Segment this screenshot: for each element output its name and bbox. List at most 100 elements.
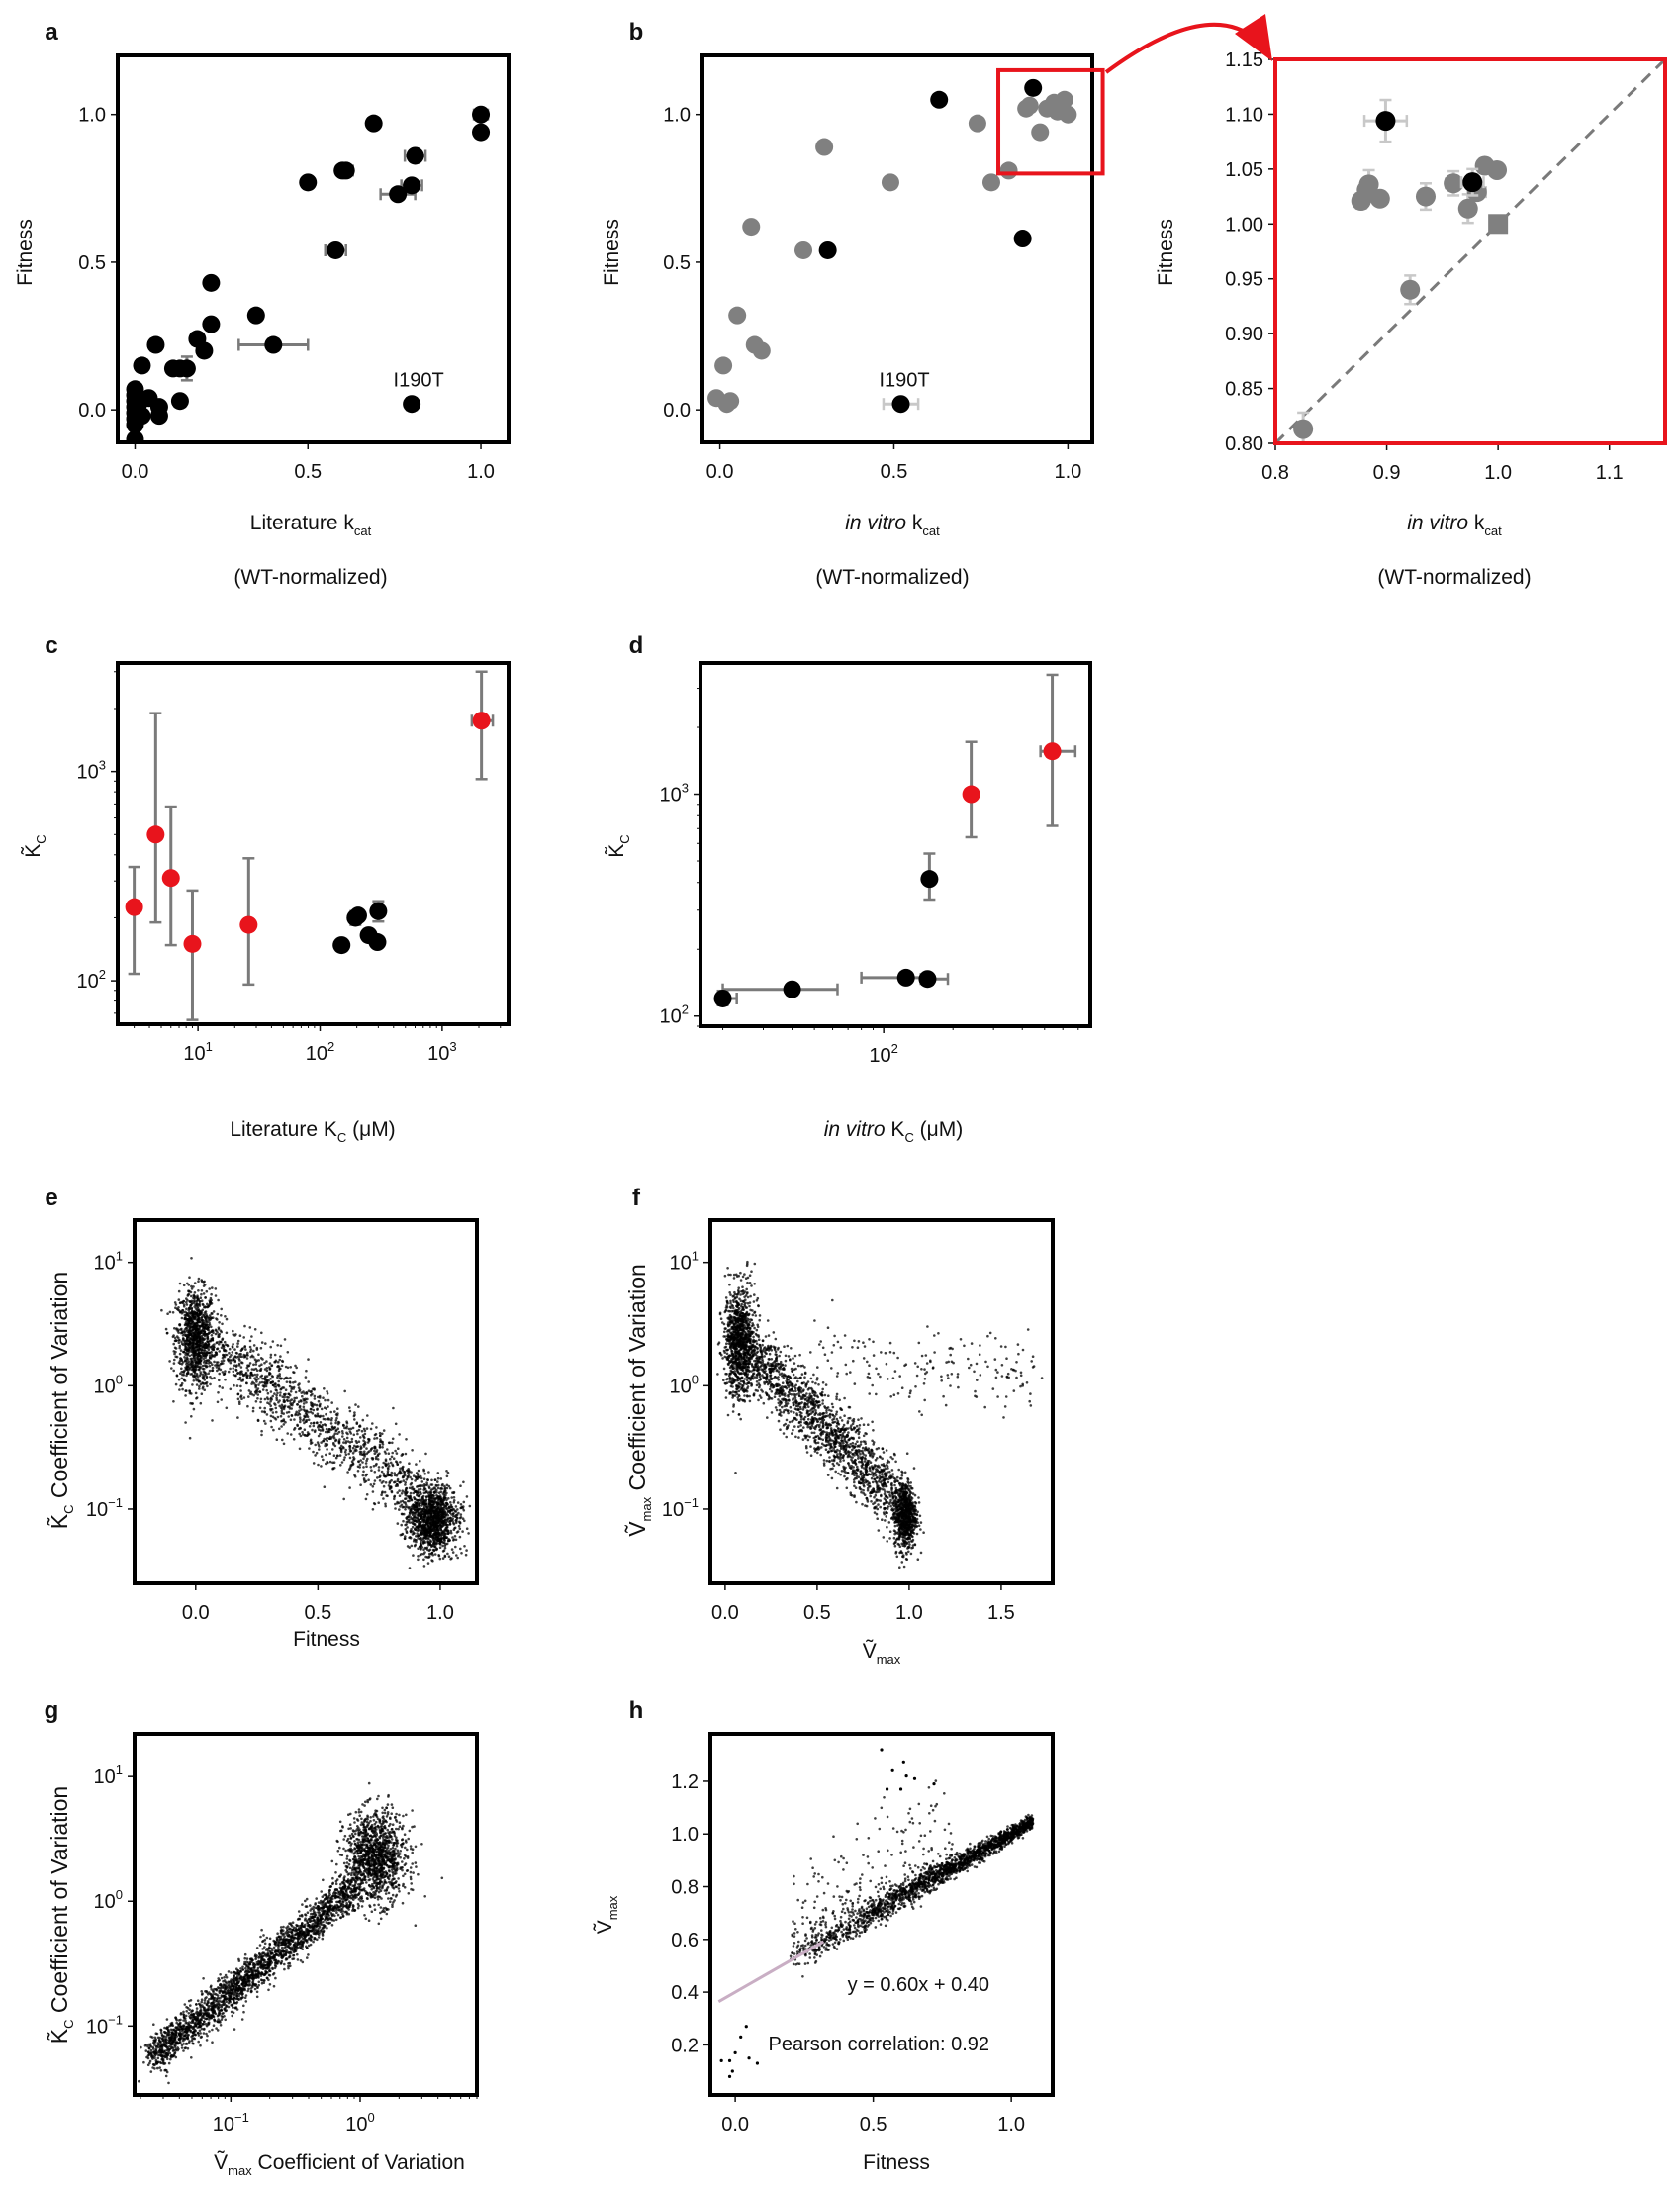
scatter-dot bbox=[286, 1432, 290, 1435]
scatter-dot bbox=[740, 1332, 743, 1335]
scatter-dot bbox=[336, 1454, 339, 1458]
scatter-dot bbox=[443, 1546, 447, 1550]
scatter-dot bbox=[330, 1425, 334, 1428]
x-label-text: Literature k bbox=[250, 512, 355, 534]
data-point bbox=[714, 356, 733, 375]
scatter-dot bbox=[265, 1360, 268, 1363]
scatter-dot bbox=[210, 1316, 214, 1319]
scatter-dot bbox=[281, 1395, 285, 1398]
scatter-dot bbox=[168, 1310, 172, 1314]
plot-frame bbox=[699, 661, 1092, 1028]
scatter-cloud bbox=[716, 1260, 1044, 1569]
scatter-dot bbox=[210, 1338, 214, 1341]
data-point bbox=[1487, 159, 1508, 180]
scatter-dot bbox=[405, 1478, 409, 1481]
scatter-dot bbox=[322, 1396, 325, 1399]
scatter-dot bbox=[408, 1496, 412, 1500]
scatter-dot bbox=[232, 1329, 234, 1333]
scatter-dot bbox=[269, 1419, 273, 1423]
scatter-dot bbox=[725, 1304, 728, 1307]
scatter-dot bbox=[183, 1313, 187, 1317]
scatter-dot bbox=[334, 1419, 338, 1422]
scatter-dot bbox=[409, 1491, 413, 1495]
scatter-dot bbox=[225, 1317, 229, 1321]
scatter-dot bbox=[408, 1486, 412, 1490]
scatter-dot bbox=[450, 1509, 454, 1512]
scatter-dot bbox=[456, 1501, 460, 1504]
scatter-dot bbox=[298, 1404, 302, 1408]
x-tick-label: 0.0 bbox=[182, 1602, 210, 1624]
scatter-dot bbox=[200, 1334, 204, 1338]
scatter-dot bbox=[370, 1469, 373, 1472]
scatter-dot bbox=[201, 1341, 205, 1345]
scatter-dot bbox=[724, 1327, 727, 1330]
scatter-dot bbox=[420, 1492, 422, 1495]
scatter-dot bbox=[197, 1350, 201, 1354]
scatter-dot bbox=[310, 1407, 313, 1411]
scatter-dot bbox=[263, 1406, 267, 1410]
scatter-dot bbox=[256, 1397, 259, 1400]
scatter-dot bbox=[397, 1501, 401, 1505]
scatter-dot bbox=[456, 1530, 460, 1533]
scatter-dot bbox=[184, 1316, 187, 1319]
scatter-dot bbox=[324, 1444, 327, 1448]
data-point bbox=[1013, 230, 1032, 248]
scatter-dot bbox=[467, 1532, 470, 1535]
scatter-dot bbox=[286, 1351, 290, 1354]
scatter-dot bbox=[206, 1302, 209, 1306]
scatter-dot bbox=[305, 1434, 309, 1437]
scatter-dot bbox=[362, 1452, 366, 1456]
scatter-dot bbox=[417, 1558, 420, 1562]
data-point bbox=[403, 176, 421, 195]
scatter-dot bbox=[260, 1331, 263, 1335]
scatter-dot bbox=[396, 1483, 399, 1486]
panel-letter: c bbox=[45, 632, 57, 659]
scatter-dot bbox=[336, 1407, 339, 1410]
scatter-dot bbox=[727, 1338, 730, 1341]
scatter-dot bbox=[214, 1294, 218, 1297]
panel-letter: f bbox=[632, 1185, 641, 1211]
scatter-dot bbox=[351, 1452, 355, 1455]
scatter-dot bbox=[371, 1485, 375, 1488]
scatter-dot bbox=[260, 1410, 264, 1413]
scatter-dot bbox=[225, 1331, 229, 1335]
scatter-dot bbox=[251, 1355, 255, 1359]
plot-frame bbox=[700, 53, 1094, 444]
scatter-dot bbox=[206, 1320, 209, 1323]
scatter-dot bbox=[358, 1463, 362, 1467]
scatter-dot bbox=[293, 1418, 296, 1421]
scatter-dot bbox=[420, 1539, 422, 1542]
scatter-dot bbox=[207, 1316, 210, 1319]
scatter-dot bbox=[277, 1383, 281, 1387]
scatter-dot bbox=[740, 1302, 743, 1306]
scatter-dot bbox=[290, 1398, 294, 1401]
scatter-dot bbox=[280, 1425, 283, 1428]
scatter-dot bbox=[756, 1323, 759, 1327]
scatter-dot bbox=[313, 1394, 317, 1398]
scatter-dot bbox=[343, 1450, 347, 1454]
scatter-dot bbox=[263, 1397, 267, 1401]
scatter-dot bbox=[332, 1434, 336, 1437]
scatter-dot bbox=[315, 1403, 319, 1407]
scatter-dot bbox=[188, 1391, 192, 1395]
scatter-dot bbox=[228, 1347, 232, 1351]
data-point bbox=[369, 902, 388, 920]
scatter-dot bbox=[435, 1547, 438, 1551]
scatter-dot bbox=[428, 1498, 431, 1502]
scatter-dot bbox=[186, 1342, 189, 1345]
scatter-dot bbox=[328, 1452, 332, 1455]
scatter-dot bbox=[735, 1387, 739, 1391]
x-label-italic: in vitro bbox=[1407, 512, 1468, 534]
scatter-dot bbox=[264, 1342, 267, 1345]
scatter-dot bbox=[269, 1404, 273, 1407]
scatter-dot bbox=[398, 1508, 401, 1511]
scatter-dot bbox=[732, 1357, 735, 1360]
scatter-dot bbox=[443, 1555, 447, 1558]
scatter-dot bbox=[316, 1412, 320, 1416]
data-point bbox=[126, 430, 144, 442]
scatter-dot bbox=[432, 1520, 435, 1524]
scatter-dot bbox=[734, 1472, 737, 1474]
scatter-dot bbox=[740, 1372, 743, 1376]
